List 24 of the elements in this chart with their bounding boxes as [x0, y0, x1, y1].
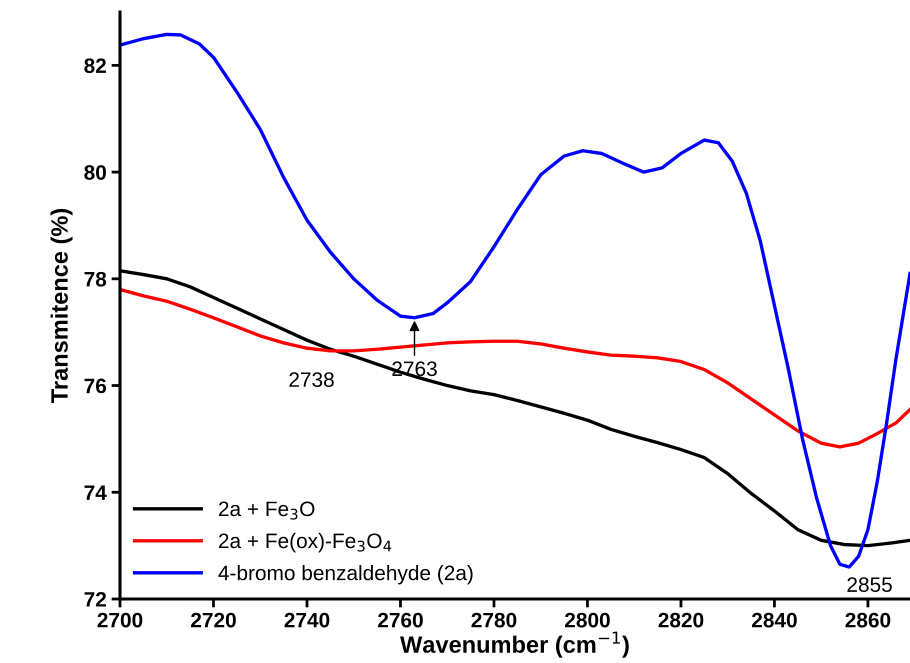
- x-tick-label: 2860: [845, 612, 890, 628]
- x-tick-label: 2820: [658, 612, 704, 628]
- y-tick-label: 72: [84, 592, 106, 607]
- annotation: 2738: [289, 372, 334, 388]
- x-tick-label: 2720: [191, 612, 236, 628]
- y-axis-title: Transmitence (%): [50, 208, 73, 403]
- x-tick-label: 2760: [378, 612, 423, 628]
- x-tick-label: 2780: [472, 612, 516, 628]
- x-tick-label: 2700: [98, 612, 142, 628]
- x-tick-label: 2800: [565, 612, 610, 628]
- y-tick-label: 82: [84, 58, 106, 74]
- legend-label: 4-bromo benzaldehyde (2a): [218, 564, 473, 584]
- legend-label: 2a + Fe$_{3}$O: [218, 502, 314, 520]
- legend-label: 2a + Fe(ox)-Fe$_{3}$O$_{4}$: [218, 532, 392, 552]
- y-tick-label: 78: [84, 272, 106, 287]
- y-tick-label: 76: [84, 378, 106, 394]
- x-axis-title: Wavenumber (cm$^{−1}$): [400, 632, 629, 658]
- y-tick-label: 74: [84, 485, 107, 500]
- x-tick-label: 2840: [752, 612, 797, 628]
- annotation: 2855: [847, 577, 892, 592]
- y-tick-label: 80: [84, 165, 106, 180]
- x-tick-label: 2740: [284, 612, 330, 628]
- line-series: [120, 288, 910, 449]
- annotation: 2763: [392, 361, 437, 376]
